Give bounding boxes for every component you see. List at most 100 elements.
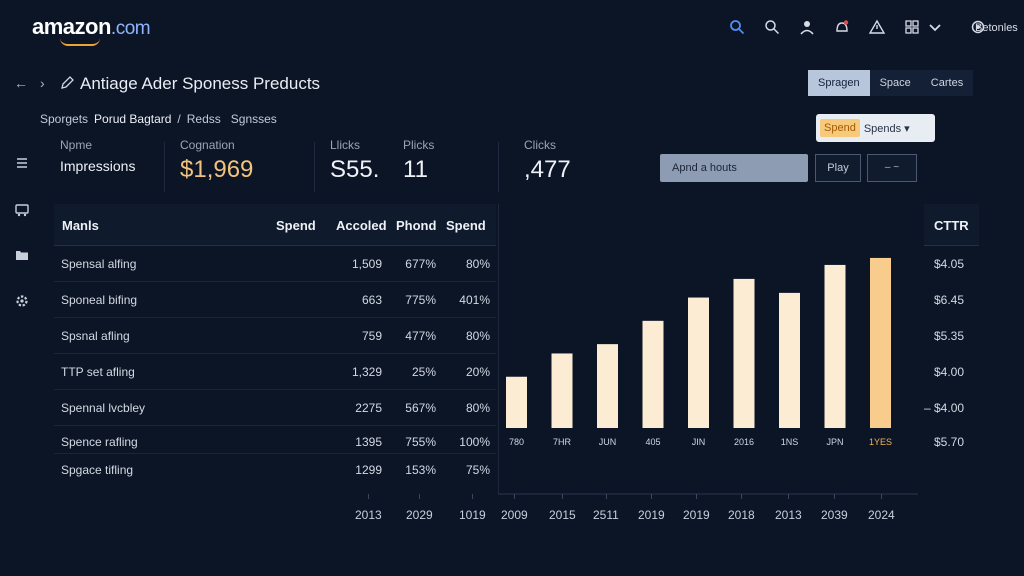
tab-spragen[interactable]: Spragen	[808, 70, 870, 96]
folder-icon[interactable]	[14, 247, 30, 263]
spends-select[interactable]: Spends ▾	[863, 122, 910, 135]
append-hours-input[interactable]: Apnd a houts	[660, 154, 808, 182]
row-value: 153%	[405, 463, 436, 477]
row-name: Spensal alfing	[61, 257, 137, 271]
year-tick	[562, 494, 563, 499]
kpi-value: $1,969	[180, 156, 254, 183]
user-icon[interactable]	[798, 18, 816, 36]
x-tick-label: JIN	[692, 437, 706, 447]
back-button[interactable]: ←	[14, 75, 28, 91]
chart-bar[interactable]	[506, 376, 527, 428]
more-options-button[interactable]: – ~	[867, 154, 917, 182]
kpi-value: Impressions	[60, 158, 136, 174]
search-icon-2[interactable]	[763, 18, 781, 36]
play-button[interactable]: Play	[815, 154, 861, 182]
column-header[interactable]: Spend	[276, 218, 316, 233]
row-value: 477%	[405, 329, 436, 343]
chart-bar[interactable]	[551, 353, 573, 428]
chart-bar[interactable]	[870, 257, 891, 428]
column-header[interactable]: Accoled	[336, 218, 387, 233]
chart-bar[interactable]	[733, 278, 755, 428]
table-row[interactable]: Spsnal afling 759 477% 80%	[54, 318, 496, 354]
row-value: 401%	[459, 293, 490, 307]
column-header[interactable]: Spend	[446, 218, 486, 233]
year-label: 2511	[593, 508, 619, 522]
nav-arrows: ← ›	[14, 75, 45, 91]
table-header: Manls Spend Accoled Phond Spend	[54, 204, 496, 246]
year-tick	[651, 494, 652, 499]
ctr-value: $6.45	[934, 293, 965, 307]
kpi-label: Plicks	[403, 138, 435, 152]
row-name: Spence rafling	[61, 435, 138, 449]
row-value: 1,509	[351, 257, 382, 271]
breadcrumb-separator: /	[177, 112, 181, 126]
kpi-clicks: Clicks ,477	[524, 138, 571, 184]
breadcrumb-item[interactable]: Sporgets	[40, 112, 89, 126]
year-tick	[834, 494, 835, 499]
table-row[interactable]: Spence rafling 1395 755% 100%	[54, 426, 496, 454]
logo-smile	[60, 38, 100, 46]
settings-icon[interactable]	[14, 293, 30, 309]
spend-chip[interactable]: Spend	[820, 119, 860, 137]
edit-icon[interactable]	[60, 76, 74, 95]
x-tick-label: 2016	[734, 437, 754, 447]
page-title: Antiage Ader Sponess Preducts	[80, 74, 321, 93]
ctr-header: CTTR	[924, 204, 979, 246]
row-value: 80%	[465, 329, 490, 343]
search-icon[interactable]	[728, 18, 746, 36]
tab-space[interactable]: Space	[869, 70, 921, 96]
chart-bar[interactable]	[688, 297, 709, 428]
year-tick	[368, 494, 369, 499]
year-tick	[514, 494, 515, 499]
table-row[interactable]: Spgace tifling 1299 153% 75%	[54, 454, 496, 484]
settings-icon[interactable]	[969, 18, 987, 36]
table-row[interactable]: TTP set afling 1,329 25% 20%	[54, 354, 496, 390]
warning-icon[interactable]	[868, 18, 886, 36]
x-tick-label: 405	[645, 437, 660, 447]
chart-bar[interactable]	[597, 344, 618, 428]
amazon-logo[interactable]: amazon.com	[32, 14, 151, 39]
account-name[interactable]: Betonles	[975, 22, 1018, 34]
year-label: 2013	[775, 508, 802, 522]
chart-bar[interactable]	[642, 320, 664, 428]
breadcrumb-item[interactable]: Redss	[186, 112, 221, 126]
chevron-down-icon[interactable]	[926, 18, 944, 36]
column-header[interactable]: Phond	[396, 218, 437, 233]
kpi-label: Llicks	[330, 138, 361, 152]
x-tick-label: 7HR	[553, 437, 572, 447]
kpi-label: Clicks	[524, 138, 556, 152]
column-header[interactable]: CTTR	[934, 218, 969, 233]
year-label: 2039	[821, 508, 848, 522]
x-tick-label: 780	[509, 437, 524, 447]
kpi-value: S55.	[330, 156, 380, 183]
tab-cartes[interactable]: Cartes	[920, 70, 974, 96]
kpi-divider	[164, 142, 165, 192]
breadcrumb-item[interactable]: Porud Bagtard	[94, 112, 172, 126]
year-label: 1019	[459, 508, 486, 522]
table-row[interactable]: Spennal lvcbley 2275 567% 80%	[54, 390, 496, 426]
column-header[interactable]: Manls	[62, 218, 99, 233]
row-name: TTP set afling	[61, 365, 135, 379]
grid-icon[interactable]	[903, 18, 921, 36]
row-value: 2275	[355, 401, 382, 415]
chart-bar[interactable]	[779, 292, 800, 428]
row-value: 775%	[405, 293, 436, 307]
forward-button[interactable]: ›	[40, 75, 45, 91]
year-tick	[419, 494, 420, 499]
x-tick-label: JUN	[599, 437, 617, 447]
row-value: 567%	[405, 401, 436, 415]
breadcrumb-item[interactable]: Sgnsses	[230, 112, 277, 126]
table-row[interactable]: Spensal alfing 1,509 677% 80%	[54, 246, 496, 282]
view-tabs: Spragen Space Cartes	[808, 70, 974, 96]
kpi-llicks: Llicks S55.	[330, 138, 379, 184]
year-tick	[472, 494, 473, 499]
notification-icon[interactable]	[833, 18, 851, 36]
chart-bar[interactable]	[824, 264, 846, 428]
list-icon[interactable]	[14, 155, 30, 171]
kpi-label: Cognation	[180, 138, 235, 152]
year-tick	[788, 494, 789, 499]
table-row[interactable]: Sponeal bifing 663 775% 401%	[54, 282, 496, 318]
cart-icon[interactable]	[14, 201, 30, 217]
sidebar	[14, 155, 30, 309]
year-label: 2029	[406, 508, 433, 522]
